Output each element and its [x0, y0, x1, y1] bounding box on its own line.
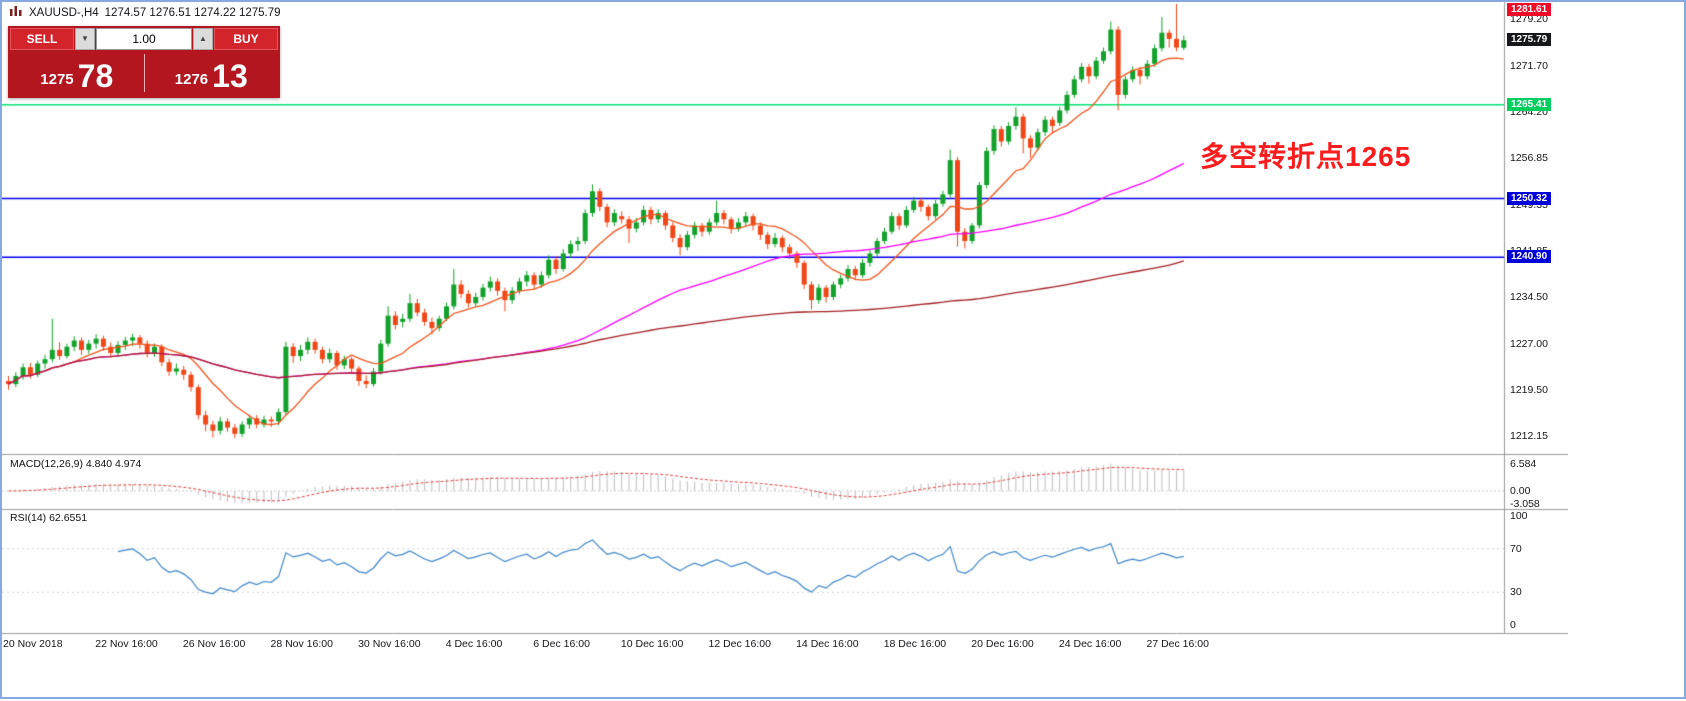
rsi-panel-label: RSI(14) 62.6551	[10, 512, 88, 524]
trade-controls-row: SELL ▼ ▲ BUY	[10, 28, 278, 50]
chevron-up-icon: ▲	[199, 34, 207, 43]
volume-down-button[interactable]: ▼	[75, 28, 95, 50]
bid-ask-divider	[143, 54, 145, 92]
volume-input[interactable]	[96, 28, 192, 50]
bid-price[interactable]: 1275 78	[10, 50, 144, 96]
macd-panel-label: MACD(12,26,9) 4.840 4.974	[10, 458, 142, 470]
chart-symbol-period: XAUUSD-,H4	[29, 7, 99, 19]
sell-button[interactable]: SELL	[10, 28, 74, 50]
chart-ohlc-values: 1274.57 1276.51 1274.22 1275.79	[104, 7, 281, 19]
chart-icon	[10, 6, 23, 20]
bid-ask-row: 1275 78 1276 13	[10, 50, 278, 96]
bid-price-big: 78	[77, 58, 114, 94]
ask-price-small: 1276	[174, 71, 209, 88]
ask-price-big: 13	[212, 58, 248, 94]
chart-title: XAUUSD-,H4 1274.57 1276.51 1274.22 1275.…	[10, 6, 281, 20]
ask-price[interactable]: 1276 13	[145, 50, 279, 96]
bid-price-small: 1275	[40, 71, 74, 88]
volume-up-button[interactable]: ▲	[193, 28, 213, 50]
buy-button[interactable]: BUY	[214, 28, 278, 50]
chevron-down-icon: ▼	[81, 34, 89, 43]
trend-annotation: 多空转折点1265	[1200, 141, 1412, 172]
one-click-trading-panel: SELL ▼ ▲ BUY 1275 78 1276 13	[8, 26, 280, 98]
